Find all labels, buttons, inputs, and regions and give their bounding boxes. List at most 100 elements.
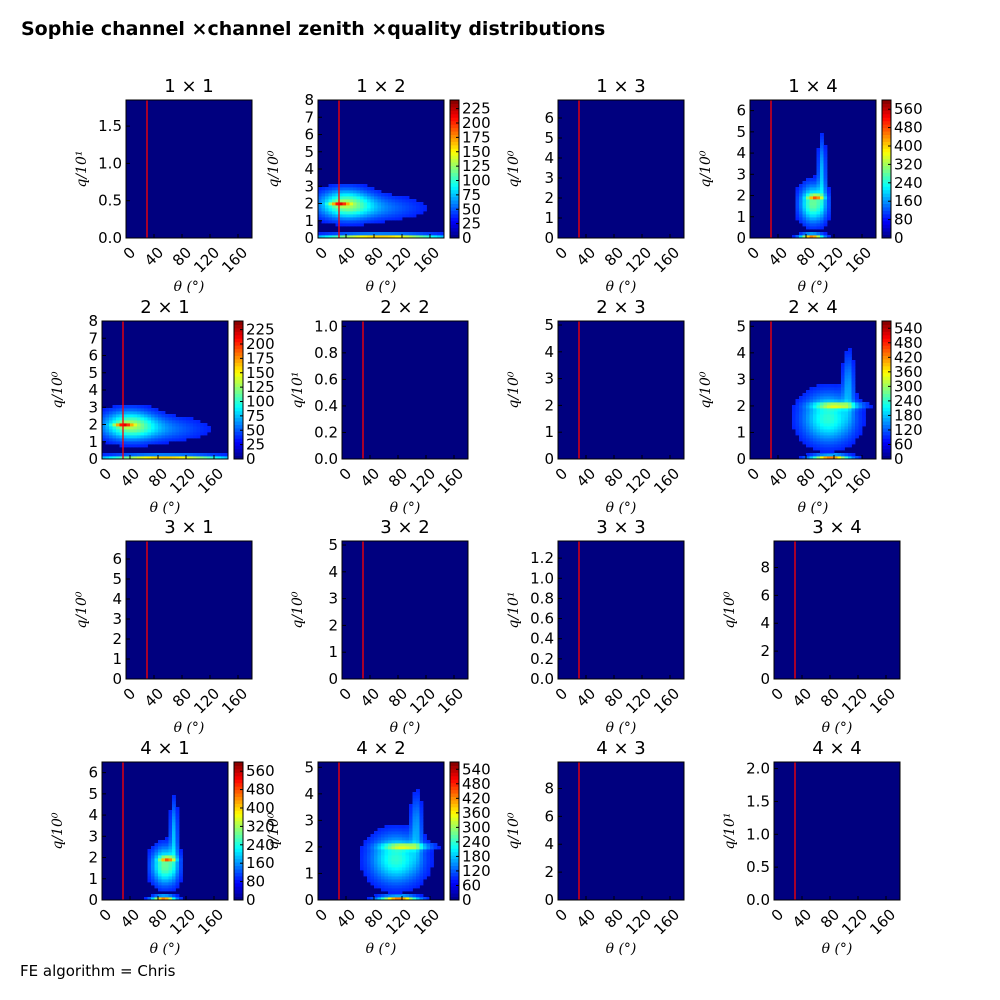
heatmap-cell [158, 432, 162, 436]
heatmap-cell [395, 202, 399, 206]
heatmap-cell [168, 429, 173, 433]
heatmap-cell [792, 411, 796, 415]
heatmap-cell [795, 214, 800, 218]
heatmap-cell [809, 441, 814, 445]
heatmap-cell [151, 453, 155, 457]
heatmap-cell [318, 211, 322, 215]
heatmap-cell [820, 157, 824, 161]
colorbar-segment [450, 779, 459, 784]
heatmap-cell [795, 202, 800, 206]
heatmap-cell [851, 453, 856, 457]
y-tick-label: 0 [736, 229, 746, 247]
heatmap-cell [161, 423, 166, 427]
heatmap-cell [405, 897, 410, 901]
heatmap-cell [221, 453, 225, 457]
heatmap-cell [349, 208, 354, 212]
heatmap-cell [419, 834, 424, 838]
heatmap-cell [841, 414, 845, 418]
y-tick-label: 6 [304, 126, 314, 144]
heatmap-cell [126, 444, 131, 448]
heatmap-cell [820, 142, 824, 146]
axes-frame [101, 761, 229, 901]
heatmap-cell [820, 214, 824, 218]
heatmap-cell [193, 432, 197, 436]
heatmap-cell [848, 444, 852, 448]
heatmap-cell [419, 858, 424, 862]
heatmap-cell [370, 190, 375, 194]
heatmap-cell [391, 876, 396, 880]
colorbar-segment [234, 445, 243, 450]
colorbar-tick-label: 225 [246, 321, 275, 339]
heatmap-cell [168, 438, 173, 442]
heatmap-cell [370, 858, 375, 862]
heatmap-cell [799, 235, 803, 239]
colorbar-tick-label: 180 [894, 406, 923, 424]
heatmap-cell [398, 843, 403, 847]
heatmap-cell [224, 456, 229, 460]
heatmap-cell [402, 864, 406, 868]
heatmap-cell [346, 223, 350, 227]
heatmap-cell [405, 834, 410, 838]
heatmap-cell [172, 438, 176, 442]
heatmap-cell [161, 897, 166, 901]
colorbar-tick-label: 200 [462, 114, 491, 132]
heatmap-cell [367, 873, 371, 877]
heatmap-cell [144, 429, 148, 433]
x-tick-label: 160 [650, 906, 683, 939]
heatmap-cell [416, 894, 420, 898]
y-tick-label: 0 [544, 891, 554, 909]
heatmap-cell [161, 876, 166, 880]
heatmap-cell [802, 184, 807, 188]
heatmap-cell [140, 438, 145, 442]
heatmap-cell [325, 196, 329, 200]
heatmap-cell [161, 846, 166, 850]
heatmap-cell [813, 456, 817, 460]
heatmap-cell [377, 840, 382, 844]
heatmap-cell [851, 384, 856, 388]
heatmap-cell [816, 432, 821, 436]
heatmap-cell [363, 852, 368, 856]
heatmap-cell [412, 849, 417, 853]
heatmap-cell [391, 879, 396, 883]
heatmap-cell [809, 402, 814, 406]
heatmap-cell [384, 214, 389, 218]
heatmap-cell [823, 220, 828, 224]
heatmap-cell [834, 390, 838, 394]
heatmap-cell [168, 864, 173, 868]
colorbar-segment [234, 865, 243, 870]
heatmap-cell [381, 897, 385, 901]
heatmap-cell [419, 825, 424, 829]
heatmap-cell [802, 402, 807, 406]
heatmap-cell [384, 199, 389, 203]
heatmap-cell [381, 843, 385, 847]
heatmap-cell [844, 357, 849, 361]
heatmap-cell [144, 411, 148, 415]
heatmap-cell [175, 855, 180, 859]
y-axis-label: q/10¹ [290, 371, 306, 408]
heatmap-cell [151, 849, 155, 853]
heatmap-cell [165, 453, 169, 457]
heatmap-cell [321, 208, 326, 212]
heatmap-cell [816, 399, 821, 403]
heatmap-cell [165, 876, 169, 880]
heatmap-cell [844, 453, 849, 457]
colorbar-segment [882, 189, 891, 194]
heatmap-cell [158, 867, 162, 871]
heatmap-cell [172, 828, 176, 832]
heatmap-cell [823, 441, 828, 445]
heatmap-cell [325, 232, 329, 236]
x-tick-label: 40 [573, 465, 599, 491]
heatmap-cell [409, 816, 413, 820]
heatmap-cell [398, 217, 403, 221]
heatmap-cell [844, 354, 849, 358]
heatmap-cell [168, 867, 173, 871]
heatmap-cell [102, 453, 106, 457]
heatmap-cell [823, 429, 828, 433]
heatmap-cell [391, 840, 396, 844]
heatmap-cell [851, 372, 856, 376]
heatmap-cell [809, 453, 814, 457]
heatmap-cell [395, 894, 399, 898]
heatmap-cell [391, 828, 396, 832]
heatmap-cell [158, 873, 162, 877]
heatmap-cell [196, 423, 201, 427]
